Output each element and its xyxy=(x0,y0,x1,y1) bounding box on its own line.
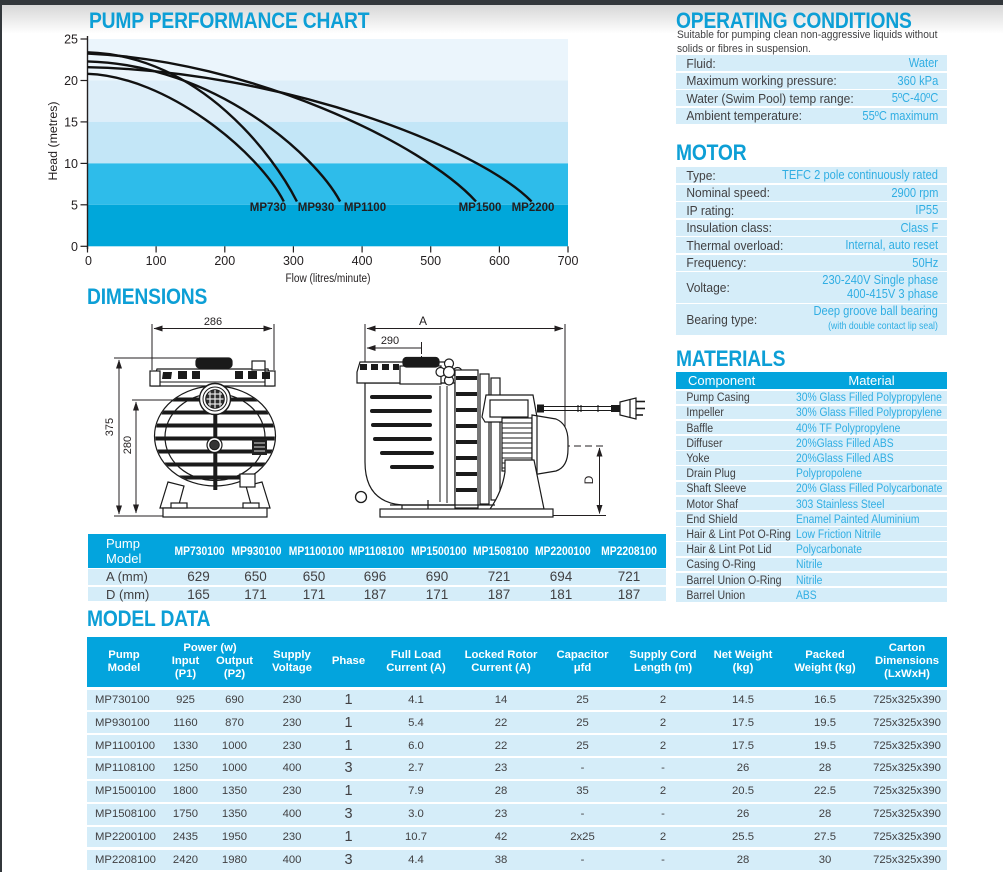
svg-text:15: 15 xyxy=(64,115,78,129)
svg-text:MP1100: MP1100 xyxy=(344,202,386,214)
svg-text:0: 0 xyxy=(85,254,92,268)
svg-text:MP930: MP930 xyxy=(298,202,334,214)
svg-text:MP730: MP730 xyxy=(250,202,286,214)
svg-text:A: A xyxy=(419,314,427,328)
svg-text:300: 300 xyxy=(283,254,304,268)
svg-text:100: 100 xyxy=(146,254,167,268)
svg-text:25: 25 xyxy=(64,33,78,47)
svg-text:20: 20 xyxy=(64,74,78,88)
svg-text:200: 200 xyxy=(214,254,235,268)
svg-text:290: 290 xyxy=(381,335,399,347)
svg-text:280: 280 xyxy=(122,436,134,454)
svg-text:10: 10 xyxy=(64,157,78,171)
svg-text:D: D xyxy=(582,475,596,484)
svg-text:MP1500: MP1500 xyxy=(459,202,502,214)
svg-text:400: 400 xyxy=(352,254,373,268)
svg-text:5: 5 xyxy=(71,198,78,212)
svg-text:Head (metres): Head (metres) xyxy=(48,101,60,180)
svg-text:600: 600 xyxy=(489,254,510,268)
svg-text:286: 286 xyxy=(204,316,222,328)
svg-text:0: 0 xyxy=(71,240,78,254)
svg-text:Flow (litres/minute): Flow (litres/minute) xyxy=(286,273,371,285)
svg-text:MP2200: MP2200 xyxy=(512,202,555,214)
svg-text:700: 700 xyxy=(558,254,579,268)
svg-text:500: 500 xyxy=(420,254,441,268)
svg-text:375: 375 xyxy=(104,418,116,436)
